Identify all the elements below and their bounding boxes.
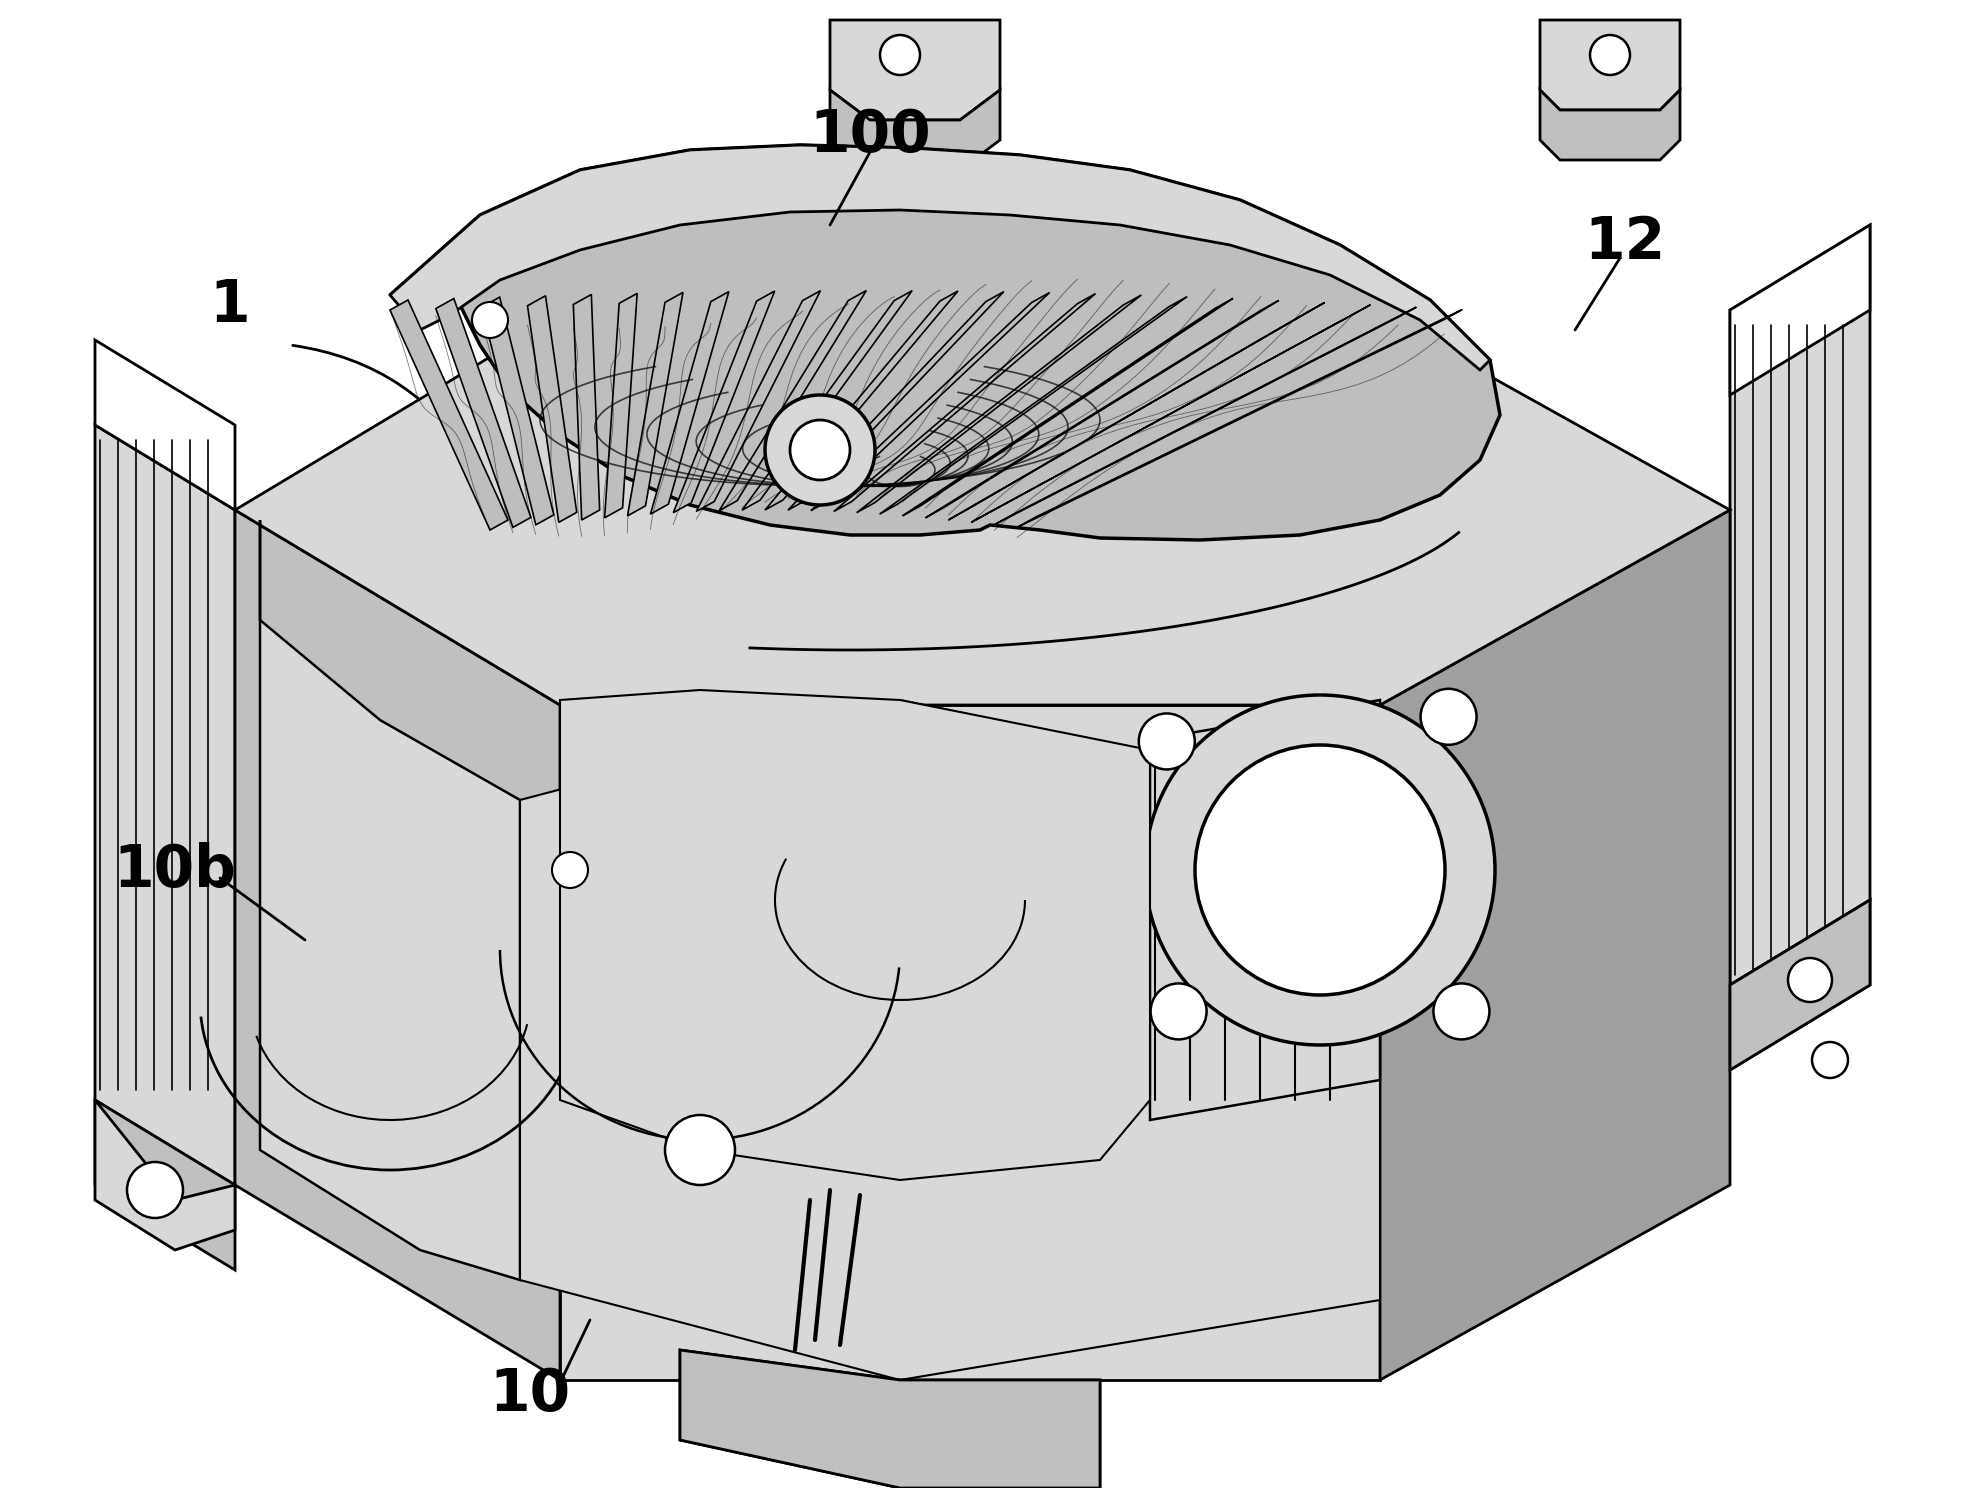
Circle shape bbox=[1589, 36, 1630, 74]
Polygon shape bbox=[481, 298, 553, 525]
Polygon shape bbox=[830, 19, 1001, 121]
Polygon shape bbox=[697, 290, 820, 512]
Polygon shape bbox=[926, 301, 1279, 518]
Text: 12: 12 bbox=[1585, 213, 1666, 271]
Polygon shape bbox=[235, 315, 1730, 705]
Polygon shape bbox=[1379, 510, 1730, 1379]
Polygon shape bbox=[651, 292, 728, 515]
Circle shape bbox=[1813, 1042, 1848, 1077]
Polygon shape bbox=[789, 292, 1005, 510]
Polygon shape bbox=[1540, 89, 1679, 161]
Text: 10b: 10b bbox=[114, 842, 237, 899]
Polygon shape bbox=[681, 1350, 1101, 1488]
Polygon shape bbox=[261, 519, 520, 1280]
Polygon shape bbox=[1016, 310, 1462, 527]
Circle shape bbox=[1420, 689, 1477, 745]
Polygon shape bbox=[94, 1100, 235, 1269]
Polygon shape bbox=[94, 339, 235, 510]
Circle shape bbox=[791, 420, 850, 481]
Polygon shape bbox=[559, 705, 1379, 1379]
Polygon shape bbox=[681, 1350, 1101, 1488]
Polygon shape bbox=[1730, 900, 1870, 1070]
Circle shape bbox=[1138, 713, 1195, 769]
Polygon shape bbox=[903, 299, 1232, 516]
Circle shape bbox=[1150, 984, 1207, 1040]
Polygon shape bbox=[857, 295, 1142, 513]
Polygon shape bbox=[390, 144, 1501, 540]
Polygon shape bbox=[720, 290, 867, 510]
Polygon shape bbox=[879, 296, 1187, 515]
Text: 1: 1 bbox=[210, 277, 251, 333]
Circle shape bbox=[1195, 745, 1444, 995]
Circle shape bbox=[881, 36, 920, 74]
Text: 10: 10 bbox=[489, 1366, 571, 1424]
Circle shape bbox=[1434, 984, 1489, 1040]
Text: 100: 100 bbox=[808, 107, 930, 164]
Polygon shape bbox=[628, 293, 683, 516]
Polygon shape bbox=[520, 699, 1379, 1379]
Polygon shape bbox=[559, 690, 1150, 1180]
Polygon shape bbox=[94, 426, 235, 1184]
Polygon shape bbox=[528, 296, 577, 522]
Polygon shape bbox=[94, 1100, 235, 1250]
Polygon shape bbox=[971, 305, 1371, 522]
Polygon shape bbox=[765, 292, 957, 510]
Circle shape bbox=[1787, 958, 1833, 1001]
Circle shape bbox=[665, 1115, 736, 1184]
Polygon shape bbox=[604, 293, 638, 518]
Polygon shape bbox=[673, 292, 775, 513]
Circle shape bbox=[128, 1162, 182, 1219]
Polygon shape bbox=[742, 290, 912, 510]
Polygon shape bbox=[390, 144, 1489, 371]
Polygon shape bbox=[995, 307, 1417, 525]
Polygon shape bbox=[1730, 900, 1870, 1070]
Polygon shape bbox=[810, 293, 1050, 510]
Circle shape bbox=[765, 394, 875, 504]
Polygon shape bbox=[830, 89, 1001, 170]
Polygon shape bbox=[235, 510, 559, 1379]
Circle shape bbox=[473, 302, 508, 338]
Polygon shape bbox=[834, 293, 1095, 512]
Polygon shape bbox=[1150, 699, 1379, 1120]
Circle shape bbox=[1146, 695, 1495, 1045]
Polygon shape bbox=[436, 299, 532, 527]
Polygon shape bbox=[573, 295, 600, 519]
Circle shape bbox=[551, 853, 589, 888]
Polygon shape bbox=[1730, 225, 1870, 394]
Polygon shape bbox=[948, 302, 1324, 519]
Polygon shape bbox=[1540, 19, 1679, 110]
Polygon shape bbox=[390, 301, 508, 530]
Polygon shape bbox=[1730, 225, 1870, 985]
